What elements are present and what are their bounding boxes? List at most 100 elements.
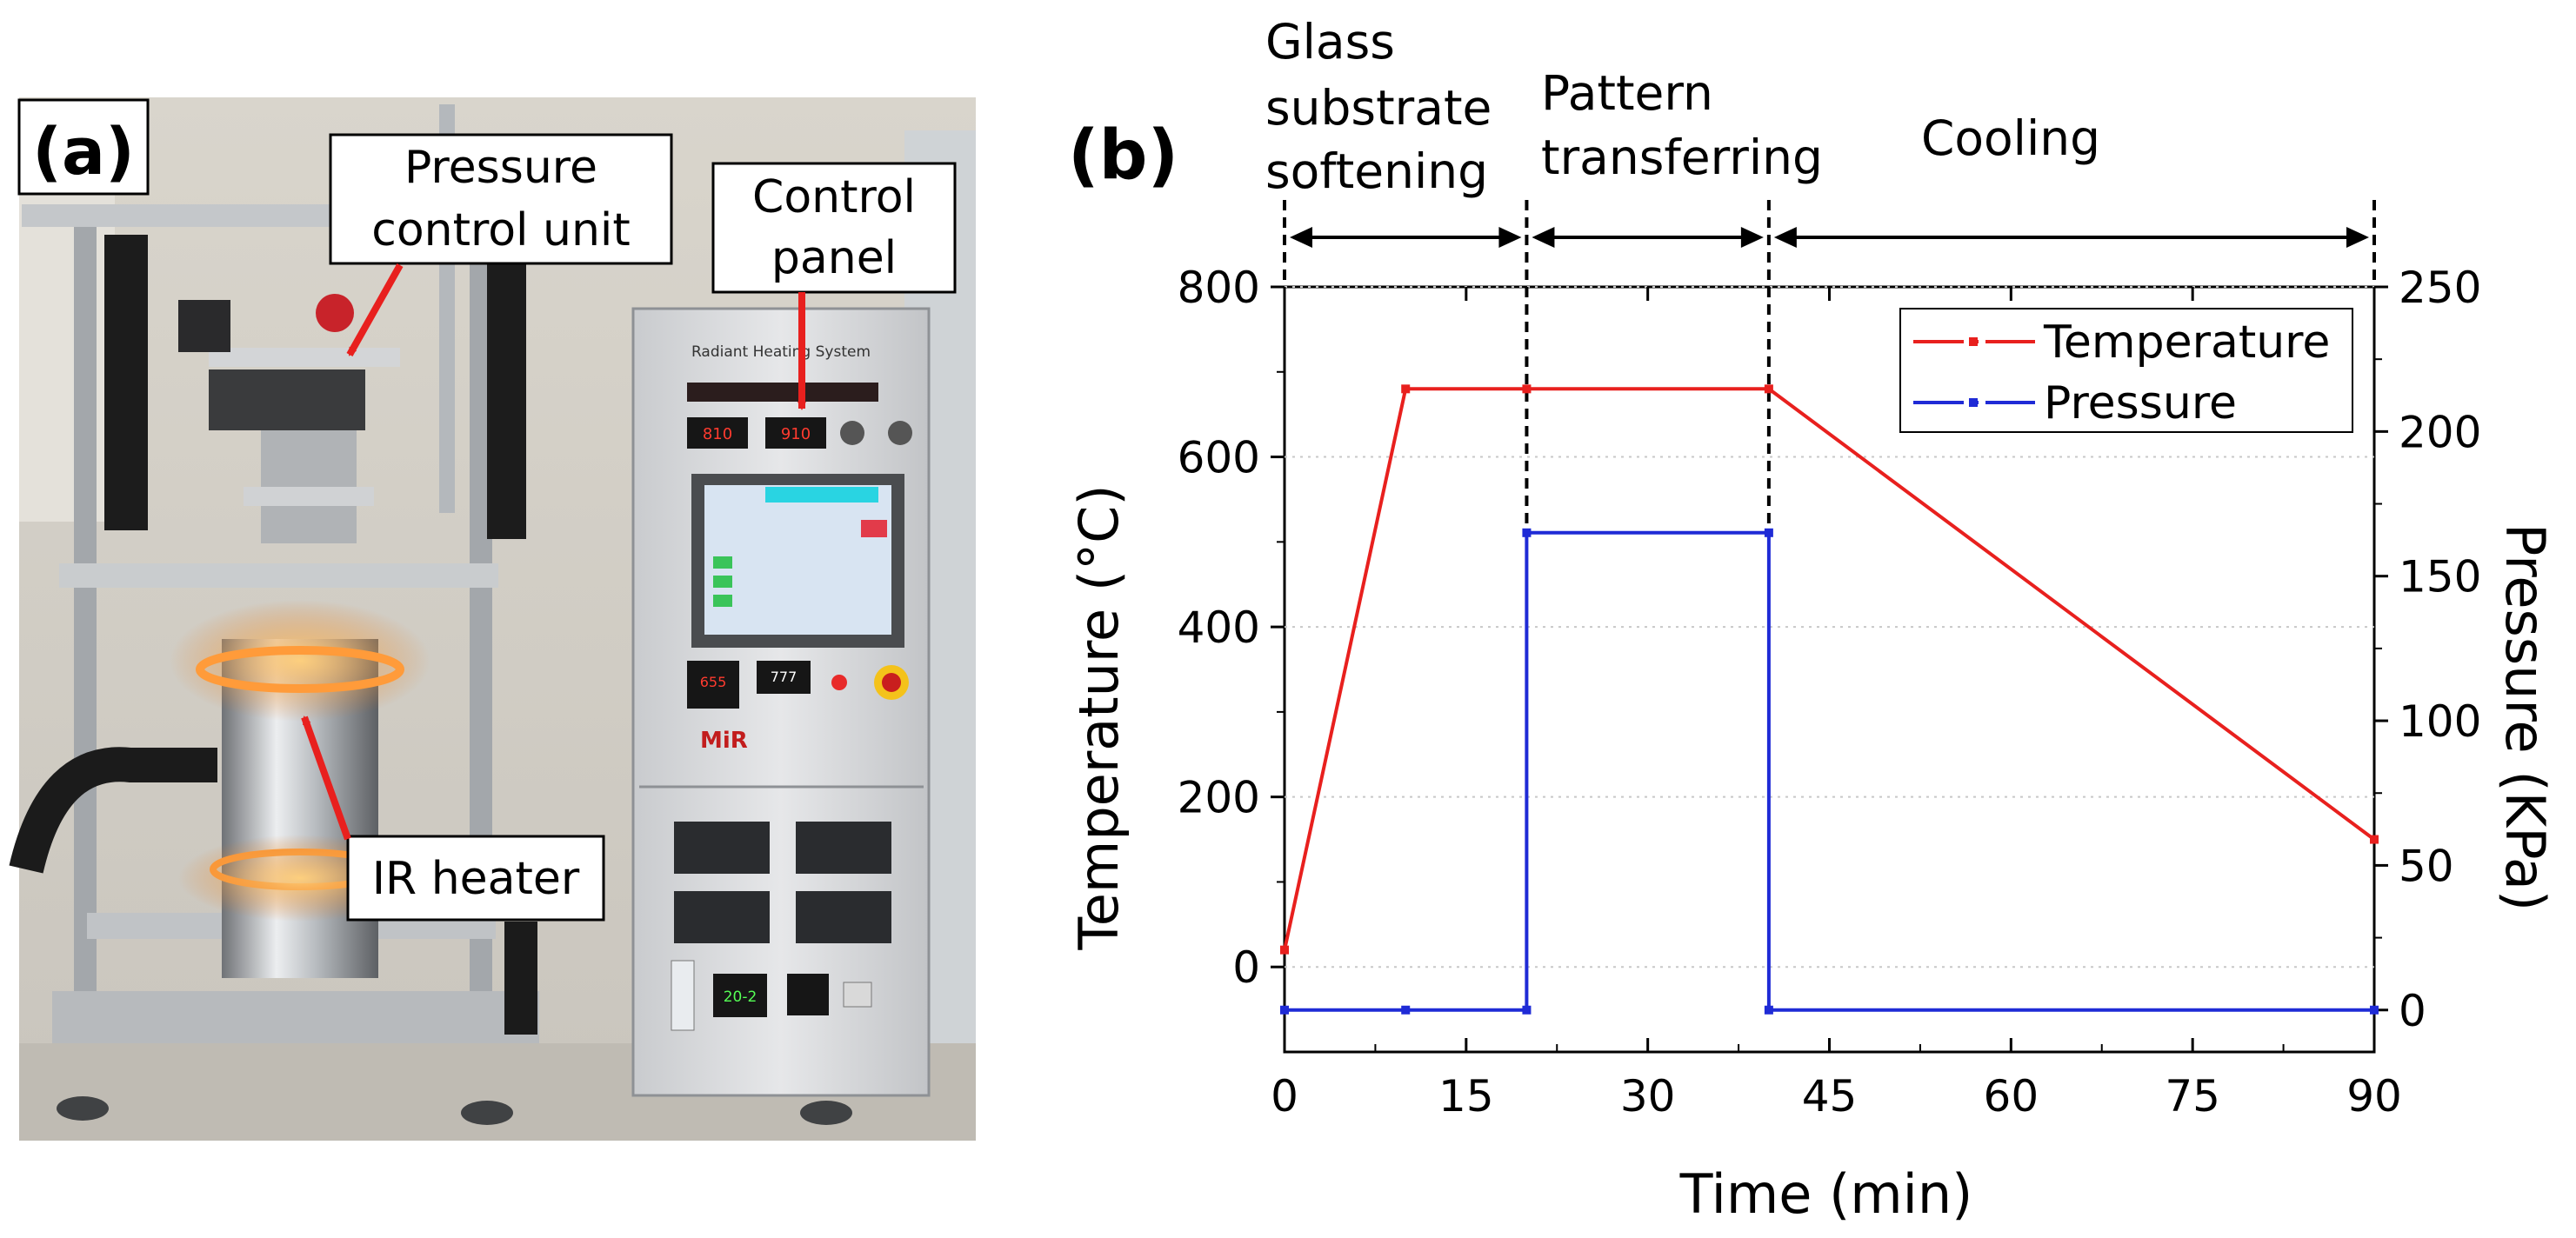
gauge-2	[796, 822, 891, 874]
arrow-pressure-control-unit	[346, 263, 404, 356]
y-axis-left-ticks: 0 200 400 600 800	[1178, 263, 1285, 993]
switch-box	[787, 974, 829, 1015]
x-tick-label: 60	[1984, 1071, 2039, 1122]
legend-box	[1899, 308, 2353, 433]
controller-b-value: 777	[771, 669, 797, 685]
controller-a	[687, 661, 739, 709]
gauge-1	[674, 822, 770, 874]
legend-marker-pressure	[1969, 398, 1978, 407]
x-tick-label: 75	[2165, 1071, 2220, 1122]
red-dial	[316, 294, 354, 332]
data-point-pressure	[1764, 1005, 1773, 1015]
socket	[843, 982, 872, 1008]
callout-pressure-line-1: Pressure	[404, 142, 597, 194]
stage-arrow-head-right	[1498, 227, 1522, 248]
legend-marker-temperature	[1969, 337, 1978, 346]
touch-screen-btn-4	[861, 520, 887, 537]
callout-ir-line-1: IR heater	[372, 853, 580, 905]
pressure-unit-lower-plate	[244, 487, 374, 506]
data-point-pressure	[2370, 1005, 2379, 1015]
stage-2-line-2: transferring	[1541, 130, 1823, 185]
callout-ir-heater: IR heater	[346, 835, 605, 922]
y2-tick-label: 0	[2399, 986, 2426, 1036]
knob-1	[840, 421, 864, 445]
stage-2-line-1: Pattern	[1541, 65, 1713, 121]
pressure-unit-plate	[209, 348, 400, 367]
touch-screen-btn-2	[713, 576, 732, 588]
cabinet-title: Radiant Heating System	[691, 343, 871, 361]
stage-arrow-head-left	[1290, 227, 1312, 248]
data-point-pressure	[1764, 528, 1773, 537]
brand-logo: MiR	[700, 728, 748, 754]
series-layer	[1280, 384, 2379, 1015]
stage-dividers	[1283, 200, 2376, 533]
readout-right-value: 910	[781, 425, 811, 443]
stage-1-line-3: softening	[1265, 143, 1488, 199]
heater-glow	[170, 600, 430, 722]
motor	[178, 300, 230, 352]
caster-3	[800, 1101, 852, 1125]
stage-3-line-1: Cooling	[1921, 110, 2100, 166]
x-axis-ticks: 0 15 30 45 60 75 90	[1271, 287, 2402, 1122]
y-axis-left-label: Temperature (°C)	[1067, 484, 1131, 950]
x-tick-label: 0	[1271, 1071, 1298, 1122]
data-point-pressure	[1522, 1005, 1532, 1015]
bellows-left	[104, 235, 148, 530]
data-point-temperature	[1522, 384, 1532, 394]
data-point-temperature	[1764, 384, 1773, 394]
knob-2	[888, 421, 912, 445]
y2-tick-label: 100	[2399, 696, 2481, 747]
y2-tick-label: 150	[2399, 552, 2481, 602]
y2-tick-label: 200	[2399, 407, 2481, 457]
cabinet-display-strip	[687, 383, 878, 402]
y2-tick-label: 250	[2399, 263, 2481, 313]
panel-label-a: (a)	[32, 115, 135, 190]
cable-duct	[504, 922, 537, 1035]
readout-right	[765, 417, 826, 449]
callout-pressure-control-unit: Pressure control unit	[329, 133, 673, 265]
y-tick-label: 0	[1232, 942, 1260, 993]
data-point-temperature	[2370, 835, 2379, 844]
y-axis-right-ticks: 0 50 100 150 200 250	[2374, 263, 2481, 1036]
arrow-ir-heater	[301, 716, 351, 841]
series-line-temperature	[1283, 387, 2376, 951]
x-axis-label: Time (min)	[1679, 1162, 1973, 1226]
y2-tick-label: 50	[2399, 841, 2454, 891]
cable-chain	[9, 747, 217, 874]
legend: Temperature Pressure	[1899, 308, 2353, 433]
controller-b	[757, 661, 811, 694]
stage-arrow-head-right	[1740, 227, 1764, 248]
gauge-3	[674, 891, 770, 943]
x-tick-label: 30	[1620, 1071, 1676, 1122]
stage-arrows	[1290, 227, 2369, 248]
heater-ring-top	[196, 646, 404, 693]
touch-screen	[704, 485, 891, 635]
data-point-temperature	[1280, 945, 1289, 955]
y-tick-label: 200	[1178, 773, 1260, 823]
legend-label-temperature: Temperature	[2043, 316, 2330, 369]
data-point-pressure	[1401, 1005, 1411, 1015]
panel-a-photo: Radiant Heating System 810 910 655 777 M…	[9, 97, 976, 1141]
stage-arrow-head-left	[1532, 227, 1555, 248]
stage-1-line-2: substrate	[1265, 80, 1492, 136]
timer	[713, 974, 767, 1017]
x-tick-label: 45	[1802, 1071, 1858, 1122]
x-tick-label: 15	[1438, 1071, 1494, 1122]
bellows-right	[487, 261, 526, 539]
y-axis-right-label: Pressure (KPa)	[2493, 523, 2557, 911]
wall-panel-left	[19, 130, 115, 522]
y-tick-label: 400	[1178, 602, 1260, 653]
y-tick-label: 600	[1178, 433, 1260, 483]
panel-label-a-box: (a)	[17, 98, 150, 196]
frame-mid-plate	[59, 563, 498, 588]
callout-control-line-2: panel	[771, 232, 897, 284]
flowmeter	[671, 960, 695, 1031]
touch-screen-header	[765, 487, 878, 503]
timer-value: 20-2	[724, 988, 757, 1006]
data-point-pressure	[1522, 528, 1532, 537]
stage-1-line-1: Glass	[1265, 14, 1395, 70]
touch-screen-btn-1	[713, 556, 732, 569]
callout-control-panel: Control panel	[711, 162, 957, 294]
touch-screen-btn-3	[713, 595, 732, 607]
